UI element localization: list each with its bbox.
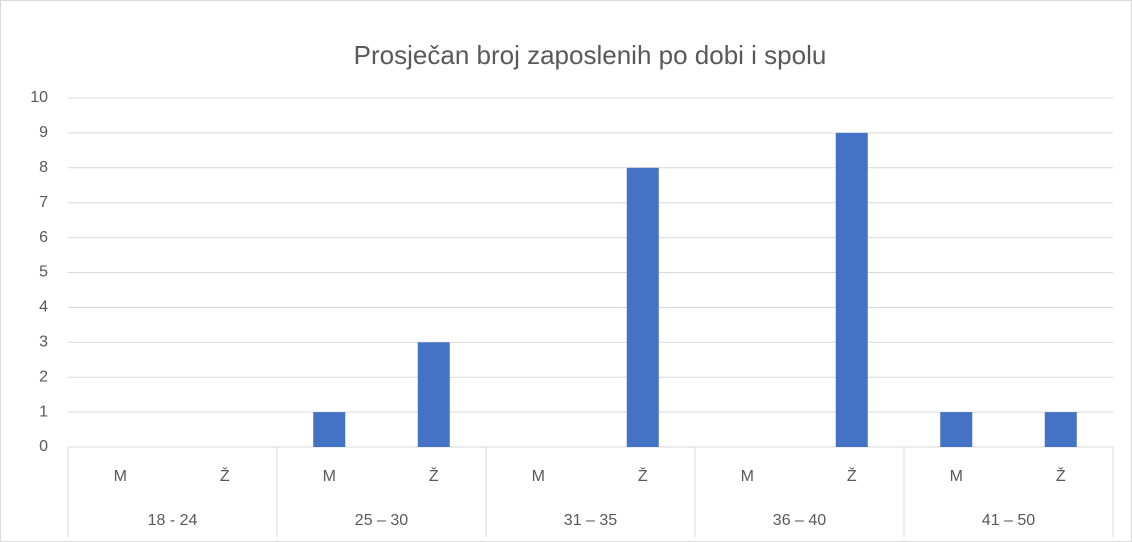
- x-tick-label: M: [741, 468, 754, 485]
- x-tick-label: M: [323, 468, 336, 485]
- bar: [835, 132, 868, 447]
- bar: [417, 342, 450, 447]
- y-tick-label: 2: [39, 368, 48, 385]
- y-tick-label: 7: [39, 194, 48, 211]
- bar: [1044, 412, 1077, 447]
- x-tick-label: Ž: [638, 466, 648, 485]
- bar: [626, 167, 659, 448]
- bar: [313, 412, 346, 447]
- group-label: 31 – 35: [564, 512, 617, 529]
- y-tick-label: 6: [39, 229, 48, 246]
- x-tick-label: M: [532, 468, 545, 485]
- y-tick-label: 8: [39, 159, 48, 176]
- y-tick-label: 3: [39, 334, 48, 351]
- y-tick-label: 1: [39, 403, 48, 420]
- y-tick-label: 10: [30, 89, 48, 106]
- y-tick-label: 4: [39, 299, 48, 316]
- x-tick-label: Ž: [847, 466, 857, 485]
- y-tick-label: 9: [39, 124, 48, 141]
- chart-title: Prosječan broj zaposlenih po dobi i spol…: [354, 40, 827, 70]
- x-tick-label: Ž: [1056, 466, 1066, 485]
- bar: [940, 412, 973, 447]
- x-tick-label: M: [114, 468, 127, 485]
- y-tick-label: 0: [39, 438, 48, 455]
- group-label: 18 - 24: [148, 512, 198, 529]
- x-tick-label: Ž: [429, 466, 439, 485]
- group-label: 36 – 40: [773, 512, 826, 529]
- group-label: 25 – 30: [355, 512, 408, 529]
- x-tick-label: Ž: [220, 466, 230, 485]
- y-tick-label: 5: [39, 264, 48, 281]
- group-label: 41 – 50: [982, 512, 1035, 529]
- x-tick-label: M: [950, 468, 963, 485]
